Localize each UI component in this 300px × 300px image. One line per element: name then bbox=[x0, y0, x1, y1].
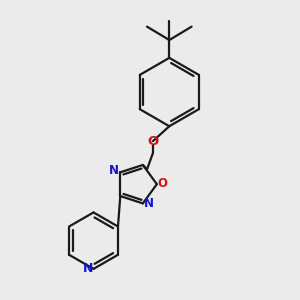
Text: N: N bbox=[109, 164, 119, 177]
Text: O: O bbox=[158, 177, 168, 190]
Text: N: N bbox=[144, 197, 154, 211]
Text: O: O bbox=[147, 135, 159, 148]
Text: N: N bbox=[83, 262, 93, 275]
